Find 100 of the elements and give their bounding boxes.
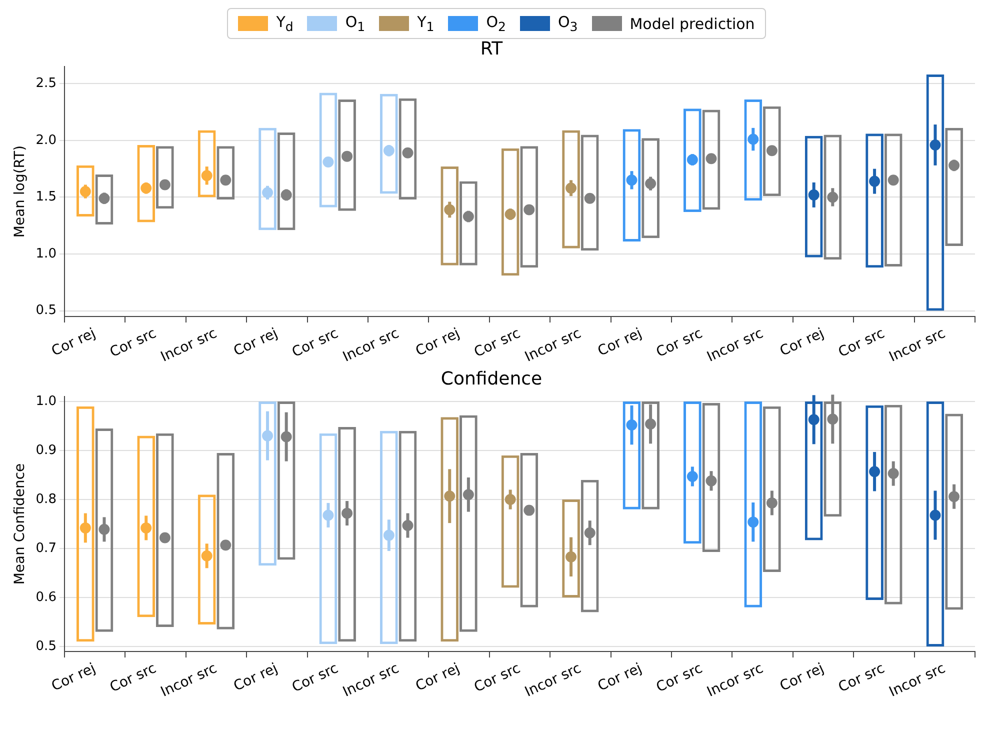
- bar: [76, 406, 94, 642]
- legend-label: Y$_{1}$: [417, 13, 434, 34]
- bar: [338, 426, 356, 642]
- bar: [866, 405, 884, 600]
- legend-label: O$_{3}$: [558, 13, 578, 34]
- x-tick-label: Cor rej: [778, 325, 826, 360]
- legend-label: O$_{1}$: [345, 13, 366, 34]
- bar: [198, 130, 216, 198]
- x-tick-label: Cor rej: [231, 325, 280, 360]
- y-tick-label: 0.8: [36, 492, 56, 507]
- x-tick-label: Incor src: [522, 325, 584, 366]
- bar: [945, 414, 963, 610]
- x-tick-label: Incor src: [704, 660, 766, 700]
- bar: [926, 402, 944, 647]
- bar: [744, 402, 762, 608]
- y-tick-label: 1.0: [36, 394, 56, 409]
- x-tick-label: Cor src: [654, 660, 706, 696]
- bar: [642, 138, 660, 238]
- x-tick-label: Incor src: [886, 325, 948, 366]
- x-tick-label: Cor rej: [49, 325, 98, 360]
- bar: [398, 430, 417, 642]
- x-tick-label: Cor rej: [231, 660, 280, 695]
- x-tick-label: Cor src: [472, 325, 523, 361]
- bar: [440, 417, 459, 642]
- bar: [642, 402, 660, 510]
- bar: [520, 146, 538, 268]
- chart-title: Confidence: [440, 368, 542, 390]
- chart-title: RT: [480, 38, 504, 60]
- x-tick-label: Cor rej: [595, 325, 644, 360]
- bar: [137, 144, 156, 222]
- bar: [216, 146, 235, 200]
- bar: [460, 415, 478, 632]
- bar: [501, 148, 520, 276]
- x-tick-label: Incor src: [340, 325, 402, 366]
- bar: [156, 146, 174, 209]
- bar: [884, 134, 902, 266]
- bar: [945, 128, 963, 246]
- legend-label: O$_{2}$: [486, 13, 506, 34]
- x-tick-label: Cor src: [836, 325, 888, 361]
- bar: [804, 136, 823, 258]
- bar: [95, 174, 114, 224]
- y-tick-label: 2.5: [36, 76, 56, 92]
- bar: [824, 134, 842, 260]
- y-tick-label: 0.5: [36, 303, 56, 318]
- bar: [622, 402, 641, 510]
- y-tick-label: 1.5: [36, 190, 56, 205]
- bar: [137, 436, 156, 618]
- bar: [562, 500, 580, 598]
- x-tick-label: Cor src: [472, 660, 523, 696]
- legend-label: Model prediction: [630, 14, 755, 32]
- bar: [277, 402, 296, 560]
- bar: [580, 134, 599, 251]
- y-axis-title: Mean log(RT): [12, 145, 28, 238]
- bar: [216, 452, 235, 630]
- x-tick-label: Incor src: [704, 325, 766, 366]
- y-tick-label: 0.9: [36, 442, 56, 458]
- bar: [319, 433, 338, 644]
- x-tick-label: Cor rej: [413, 325, 462, 360]
- bar: [319, 92, 338, 208]
- x-tick-label: Incor src: [522, 660, 584, 700]
- bar: [460, 181, 478, 266]
- bar: [763, 106, 781, 196]
- y-tick-label: 2.0: [36, 132, 56, 148]
- bar: [866, 134, 884, 268]
- bar: [338, 100, 356, 211]
- y-tick-label: 1.0: [36, 246, 56, 262]
- x-tick-label: Incor src: [886, 660, 948, 700]
- bar: [440, 166, 459, 266]
- bar: [884, 404, 902, 604]
- bar: [763, 406, 781, 572]
- x-tick-label: Incor src: [340, 660, 402, 700]
- x-tick-label: Cor src: [290, 325, 341, 361]
- x-tick-label: Cor src: [836, 660, 888, 696]
- bar: [380, 94, 398, 194]
- y-tick-label: 0.7: [36, 540, 56, 556]
- bar: [156, 433, 174, 627]
- x-tick-label: Cor src: [290, 660, 341, 696]
- y-axis-title: Mean Confidence: [12, 463, 28, 585]
- x-tick-label: Cor rej: [595, 660, 644, 695]
- bar: [95, 428, 114, 632]
- bar: [520, 452, 538, 608]
- legend-label: Y$_{d}$: [276, 13, 294, 34]
- bar: [76, 165, 94, 217]
- bar: [580, 480, 599, 612]
- bar: [398, 98, 417, 200]
- y-tick-label: 0.6: [36, 590, 56, 605]
- bar: [744, 100, 762, 201]
- bar: [198, 494, 216, 624]
- bar: [258, 402, 276, 566]
- bar: [622, 129, 641, 242]
- bar: [562, 130, 580, 248]
- x-tick-label: Incor src: [158, 660, 220, 700]
- bar: [258, 128, 276, 230]
- bar: [702, 402, 720, 552]
- x-tick-label: Cor src: [108, 325, 159, 361]
- bar: [501, 455, 520, 588]
- x-tick-label: Cor rej: [49, 660, 98, 695]
- bar: [683, 402, 702, 544]
- bar: [380, 430, 398, 644]
- bar: [702, 110, 720, 210]
